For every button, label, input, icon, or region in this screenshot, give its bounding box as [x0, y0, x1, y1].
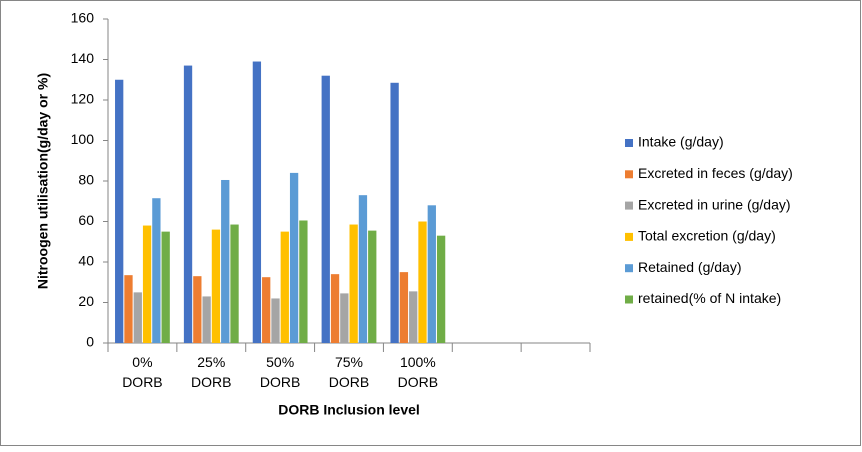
bar	[142, 225, 152, 343]
bar	[221, 179, 230, 343]
bar	[390, 82, 399, 343]
bar	[161, 231, 170, 343]
bar	[321, 75, 330, 343]
y-axis-label: Nitroogen utilisation(g/day or %)	[35, 73, 51, 289]
bar	[330, 274, 340, 343]
bar	[252, 61, 262, 344]
x-axis-label: DORB Inclusion level	[278, 402, 420, 418]
bar	[340, 293, 349, 343]
legend-swatch	[625, 170, 633, 179]
y-tick-label: 60	[78, 212, 94, 228]
bar	[183, 65, 193, 343]
x-tick-label: 0% DORB	[122, 354, 162, 390]
bar	[202, 296, 211, 343]
legend-label: Total excretion (g/day)	[638, 228, 776, 244]
bar	[124, 275, 133, 343]
x-tick-label: 100% DORB	[398, 354, 438, 390]
legend-swatch	[625, 232, 633, 241]
bar	[152, 198, 161, 343]
bar	[368, 230, 377, 343]
y-tick-label: 160	[71, 10, 95, 26]
legend-swatch	[625, 264, 633, 273]
y-tick-label: 20	[78, 293, 94, 309]
legend-label: Excreted in urine (g/day)	[638, 196, 791, 212]
bar	[399, 272, 409, 343]
bar	[358, 195, 368, 343]
x-tick-label: 50% DORB	[260, 354, 300, 390]
legend-label: Intake (g/day)	[638, 134, 724, 150]
bar	[418, 221, 427, 343]
y-tick-label: 80	[78, 172, 94, 188]
y-tick-label: 140	[71, 50, 95, 66]
bar	[271, 298, 280, 343]
bar	[133, 292, 142, 343]
legend-label: Excreted in feces (g/day)	[638, 165, 793, 181]
bar	[349, 224, 358, 343]
bar	[427, 205, 436, 343]
legend-swatch	[625, 201, 633, 210]
bar	[230, 224, 239, 343]
bar	[289, 172, 299, 343]
legend-label: Retained (g/day)	[638, 259, 742, 275]
x-tick-label: 25% DORB	[191, 354, 231, 390]
y-tick-label: 0	[86, 334, 94, 350]
legend-label: retained(% of N intake)	[638, 290, 781, 306]
bar	[299, 220, 308, 343]
x-tick-label: 75% DORB	[329, 354, 369, 390]
legend-swatch	[625, 139, 633, 147]
bar	[436, 235, 446, 343]
bar	[115, 79, 124, 343]
bar	[262, 277, 271, 343]
bar	[280, 231, 289, 343]
legend-swatch	[625, 295, 633, 304]
y-tick-label: 120	[71, 91, 95, 107]
y-tick-label: 100	[71, 131, 95, 147]
bar	[211, 229, 221, 343]
y-tick-label: 40	[78, 253, 94, 269]
bar	[193, 276, 202, 343]
bar	[409, 291, 418, 343]
